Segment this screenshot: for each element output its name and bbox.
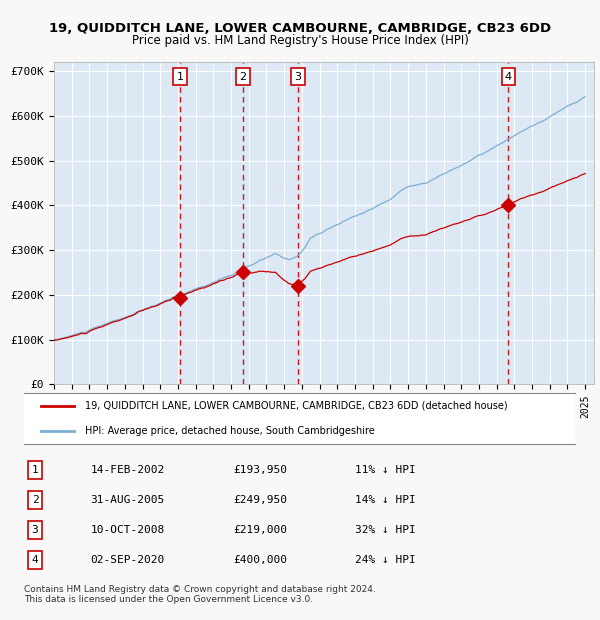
Text: 31-AUG-2005: 31-AUG-2005 [90, 495, 164, 505]
Text: 1: 1 [176, 72, 184, 82]
Text: £219,000: £219,000 [234, 525, 288, 535]
Text: 19, QUIDDITCH LANE, LOWER CAMBOURNE, CAMBRIDGE, CB23 6DD (detached house): 19, QUIDDITCH LANE, LOWER CAMBOURNE, CAM… [85, 401, 508, 410]
Text: 2: 2 [239, 72, 247, 82]
FancyBboxPatch shape [19, 393, 576, 444]
Text: £249,950: £249,950 [234, 495, 288, 505]
Text: 24% ↓ HPI: 24% ↓ HPI [355, 556, 416, 565]
Text: 3: 3 [295, 72, 301, 82]
Text: HPI: Average price, detached house, South Cambridgeshire: HPI: Average price, detached house, Sout… [85, 427, 374, 436]
Text: 14-FEB-2002: 14-FEB-2002 [90, 466, 164, 476]
Text: 4: 4 [505, 72, 512, 82]
Text: 4: 4 [32, 556, 38, 565]
Text: Contains HM Land Registry data © Crown copyright and database right 2024.
This d: Contains HM Land Registry data © Crown c… [24, 585, 376, 604]
Text: 02-SEP-2020: 02-SEP-2020 [90, 556, 164, 565]
Text: £193,950: £193,950 [234, 466, 288, 476]
Text: 3: 3 [32, 525, 38, 535]
Text: 14% ↓ HPI: 14% ↓ HPI [355, 495, 416, 505]
Text: £400,000: £400,000 [234, 556, 288, 565]
Text: 19, QUIDDITCH LANE, LOWER CAMBOURNE, CAMBRIDGE, CB23 6DD: 19, QUIDDITCH LANE, LOWER CAMBOURNE, CAM… [49, 22, 551, 35]
Text: 2: 2 [32, 495, 38, 505]
Text: 32% ↓ HPI: 32% ↓ HPI [355, 525, 416, 535]
Text: 10-OCT-2008: 10-OCT-2008 [90, 525, 164, 535]
Text: Price paid vs. HM Land Registry's House Price Index (HPI): Price paid vs. HM Land Registry's House … [131, 34, 469, 47]
Text: 1: 1 [32, 466, 38, 476]
Text: 11% ↓ HPI: 11% ↓ HPI [355, 466, 416, 476]
